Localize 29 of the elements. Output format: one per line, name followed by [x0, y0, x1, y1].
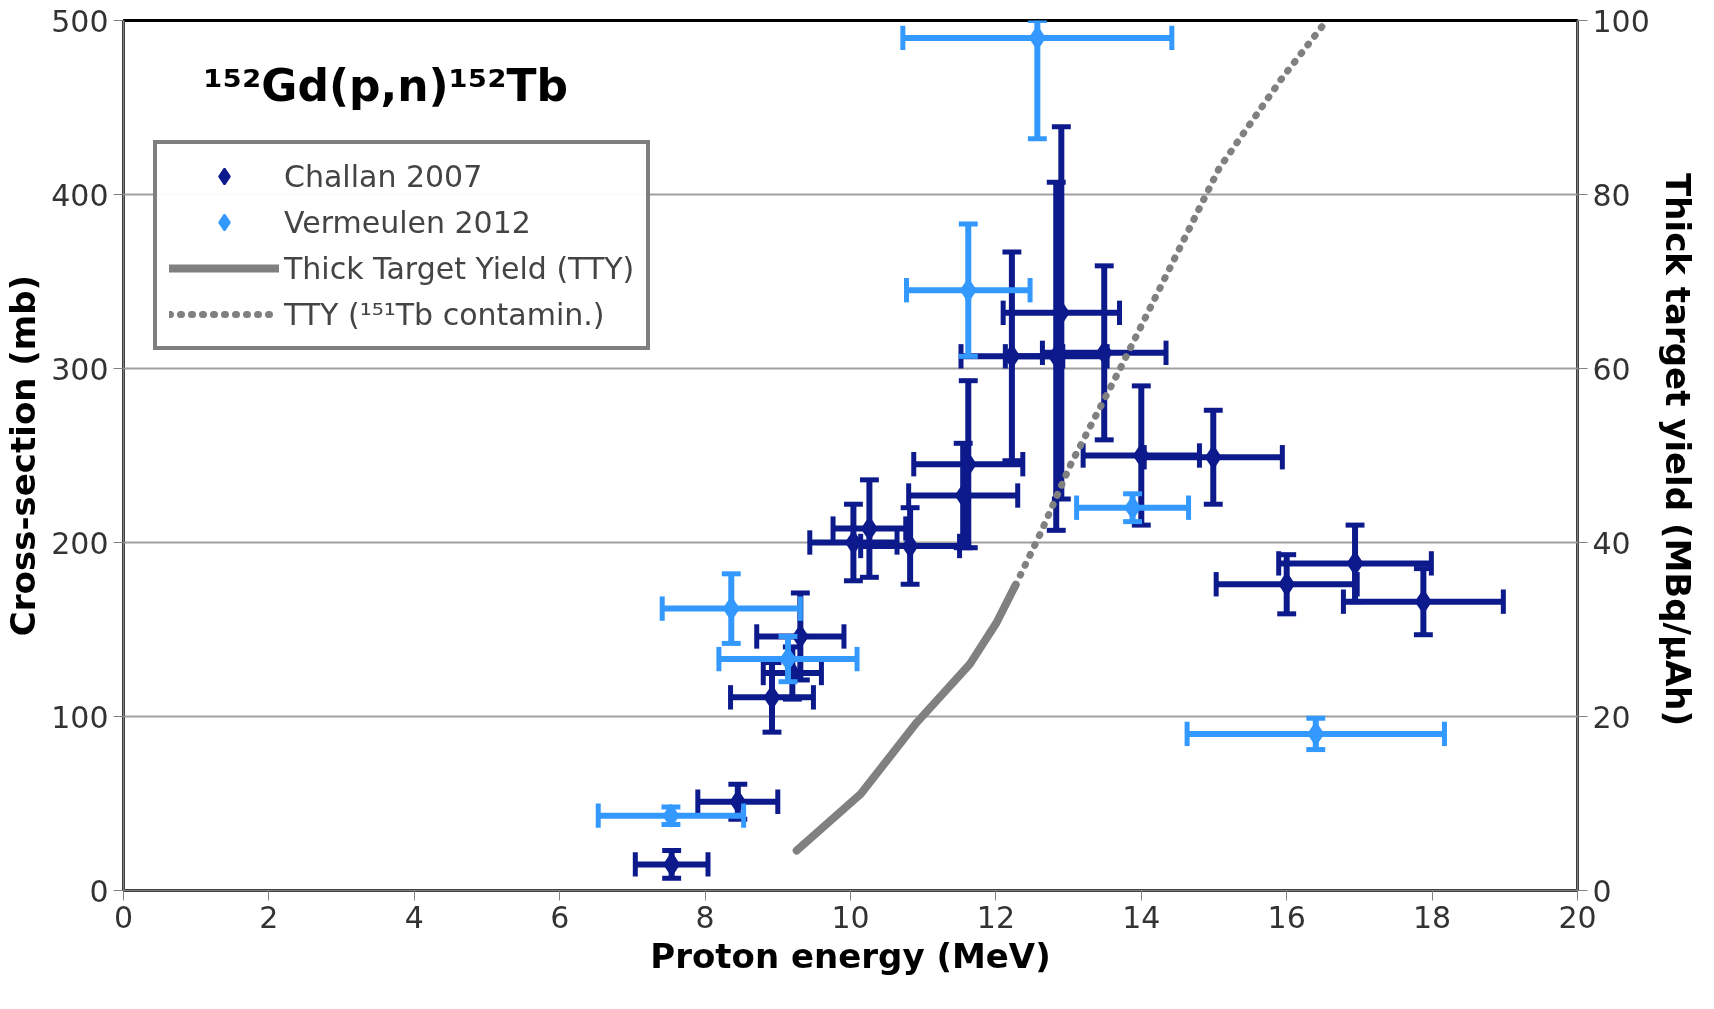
x-tick-label: 6 — [550, 899, 570, 935]
y2-tick-label: 40 — [1592, 525, 1631, 561]
x-tick-label: 0 — [113, 899, 134, 935]
x-tick-label: 4 — [404, 899, 424, 935]
x-tick-label: 12 — [976, 899, 1015, 935]
y2-tick-label: 60 — [1592, 351, 1631, 387]
text: ¹⁵²Gd(p,n)¹⁵²Tb — [203, 59, 569, 111]
y-tick-label: 500 — [51, 3, 109, 39]
legend-label: Vermeulen 2012 — [284, 204, 531, 240]
x-tick-label: 8 — [695, 899, 715, 935]
y2-tick-label: 20 — [1592, 699, 1631, 735]
x-tick-label: 2 — [259, 899, 279, 935]
y2-axis-title: Thick target yield (MBq/µAh) — [1657, 173, 1698, 727]
x-axis-title: Proton energy (MeV) — [650, 935, 1051, 976]
legend-label: TTY (¹⁵¹Tb contamin.) — [284, 296, 605, 332]
y-tick-label: 100 — [51, 699, 109, 735]
legend-label: Thick Target Yield (TTY) — [284, 250, 635, 286]
legend-label: Challan 2007 — [284, 158, 483, 194]
y2-tick-label: 80 — [1592, 177, 1631, 213]
x-tick-label: 14 — [1122, 899, 1161, 935]
y-tick-label: 400 — [51, 177, 109, 213]
y-tick-label: 0 — [89, 873, 109, 909]
y-axis-title: Cross-section (mb) — [3, 274, 44, 637]
x-tick-label: 16 — [1267, 899, 1306, 935]
y-tick-label: 200 — [51, 525, 109, 561]
y-tick-label: 300 — [51, 351, 109, 387]
x-tick-label: 18 — [1413, 899, 1452, 935]
x-tick-label: 10 — [831, 899, 870, 935]
y2-tick-label: 100 — [1592, 3, 1650, 39]
